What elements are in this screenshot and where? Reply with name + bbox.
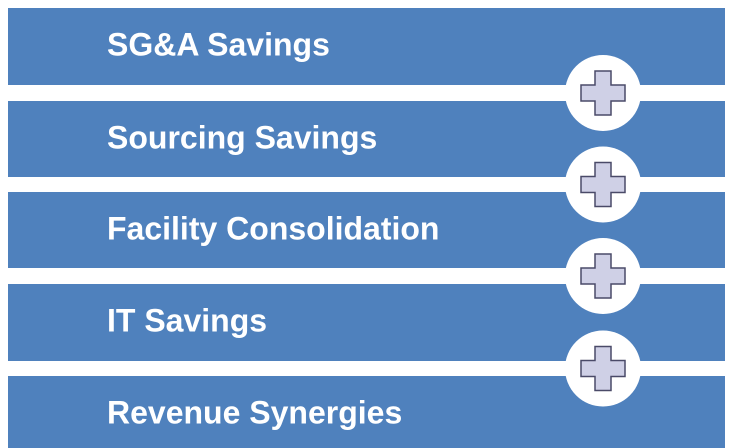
plus-icon [580,345,626,392]
bar-label: SG&A Savings [107,26,330,62]
bar-label: Facility Consolidation [107,210,439,246]
bar-label: IT Savings [107,302,267,338]
plus-icon [580,253,626,299]
plus-icon [580,161,626,208]
bar-label: Revenue Synergies [107,394,402,430]
bar-label: Sourcing Savings [107,119,377,155]
plus-icon [580,70,626,116]
plus-connectors [565,55,641,407]
